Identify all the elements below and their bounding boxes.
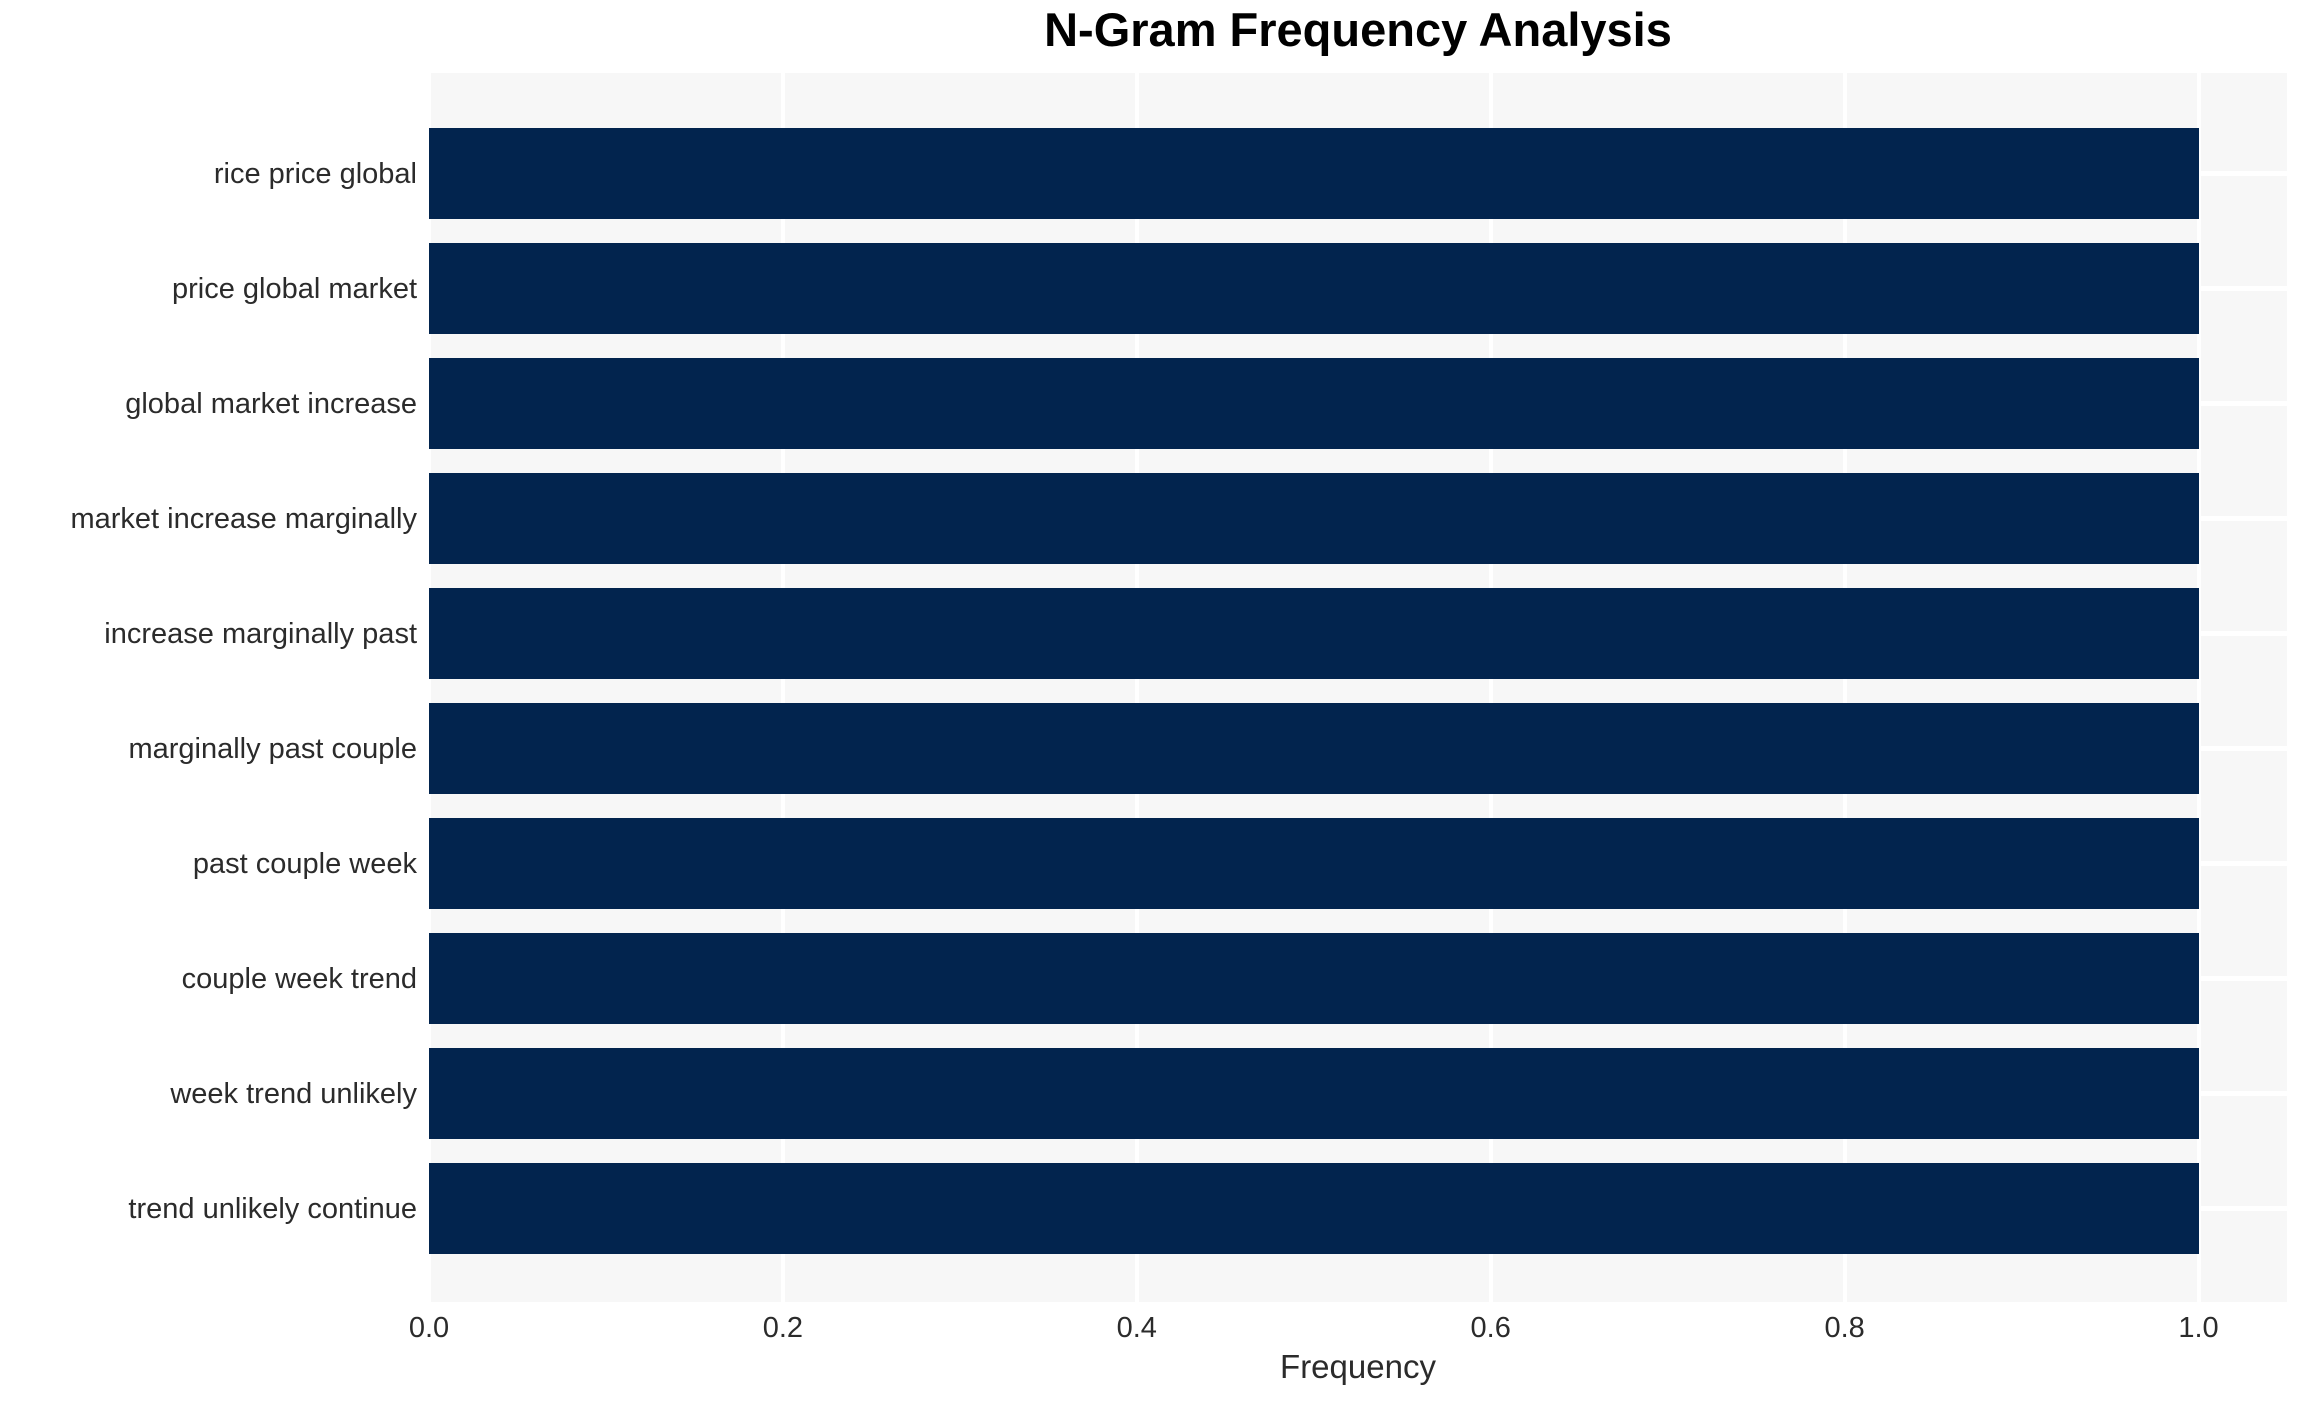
x-tick-label-0.2: 0.2 — [762, 1312, 804, 1344]
bar-price-global-market — [429, 243, 2199, 334]
x-tick-label-0.0: 0.0 — [408, 1312, 450, 1344]
x-gridline-0.2 — [780, 73, 785, 1302]
bar-week-trend-unlikely — [429, 1048, 2199, 1139]
chart-title: N-Gram Frequency Analysis — [1044, 3, 1672, 56]
x-gridline-0.4 — [1134, 73, 1139, 1302]
x-gridline-0.0 — [429, 73, 431, 1302]
plot-area — [429, 73, 2287, 1302]
y-tick-label: price global market — [172, 272, 417, 305]
y-tick-label: rice price global — [213, 157, 417, 190]
y-tick-label: marginally past couple — [128, 732, 417, 765]
x-axis-title: Frequency — [1280, 1348, 1436, 1385]
bar-couple-week-trend — [429, 933, 2199, 1024]
y-tick-label: market increase marginally — [70, 502, 417, 535]
y-tick-label: global market increase — [125, 387, 417, 420]
x-tick-label-0.8: 0.8 — [1824, 1312, 1865, 1344]
x-tick-label-0.4: 0.4 — [1116, 1312, 1157, 1344]
bar-past-couple-week — [429, 818, 2199, 909]
bar-market-increase-marginally — [429, 473, 2199, 564]
bar-rice-price-global — [429, 128, 2199, 219]
bar-marginally-past-couple — [429, 703, 2199, 794]
y-tick-label: increase marginally past — [104, 617, 417, 650]
x-tick-label-0.6: 0.6 — [1470, 1312, 1511, 1344]
bar-global-market-increase — [429, 358, 2199, 449]
bar-increase-marginally-past — [429, 588, 2199, 679]
bar-trend-unlikely-continue — [429, 1163, 2199, 1254]
x-tick-label-1.0: 1.0 — [2178, 1312, 2219, 1344]
y-tick-label: couple week trend — [181, 962, 417, 995]
x-gridline-0.6 — [1488, 73, 1493, 1302]
y-tick-label: week trend unlikely — [170, 1077, 417, 1110]
x-gridline-1.0 — [2196, 73, 2201, 1302]
y-tick-label: trend unlikely continue — [128, 1192, 417, 1225]
y-tick-label: past couple week — [192, 847, 417, 880]
x-gridline-0.8 — [1842, 73, 1847, 1302]
